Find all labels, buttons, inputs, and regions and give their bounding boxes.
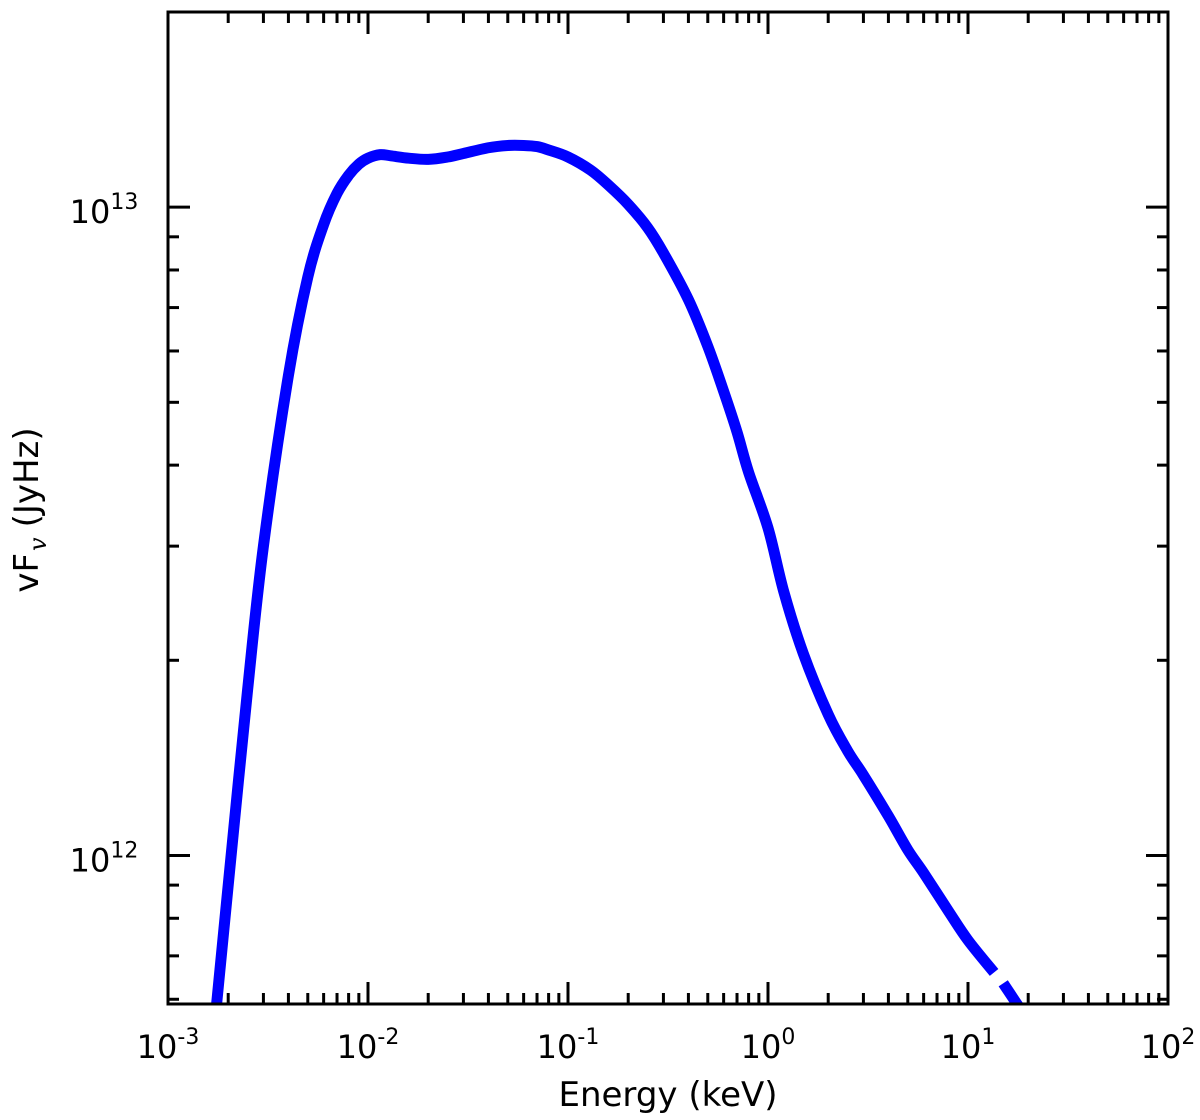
x-tick-label: 101 xyxy=(941,1025,996,1066)
svg-text:vFv(JyHz): vF v (JyHz) xyxy=(7,427,52,592)
y-tick-label: 1012 xyxy=(70,838,139,879)
y-tick-label: 1013 xyxy=(70,190,139,231)
y-axis-label: vF v (JyHz) xyxy=(7,427,52,592)
y-tick-labels: 1012 1013 xyxy=(70,190,139,879)
x-tick-label: 10-2 xyxy=(337,1025,400,1066)
x-tick-label: 10-3 xyxy=(137,1025,200,1066)
series-line-segment xyxy=(211,139,999,1004)
x-axis-label: Energy (keV) xyxy=(558,1075,777,1115)
x-tick-label: 10-1 xyxy=(537,1025,600,1066)
series-layer xyxy=(211,139,1024,1004)
minor-ticks xyxy=(168,10,1168,1004)
series-line-segment xyxy=(998,980,1024,1004)
x-tick-labels: 10-3 10-2 10-1 100 101 102 xyxy=(137,1025,1196,1066)
major-ticks xyxy=(168,12,1168,1004)
x-tick-label: 100 xyxy=(741,1025,796,1066)
x-tick-label: 102 xyxy=(1141,1025,1196,1066)
y-axis-label-unit: (JyHz) xyxy=(7,427,47,527)
y-axis-label-sub: v xyxy=(24,537,52,551)
y-axis-label-main: vF xyxy=(7,553,47,593)
plot-frame xyxy=(166,10,1170,1006)
